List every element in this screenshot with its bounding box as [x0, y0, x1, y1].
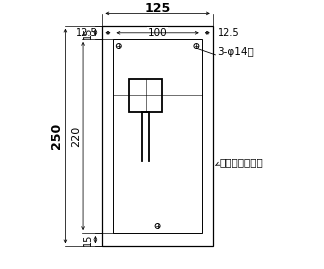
Bar	[113, 39, 202, 233]
Text: 220: 220	[71, 125, 81, 147]
Text: 250: 250	[50, 123, 63, 149]
Text: 125: 125	[145, 2, 171, 16]
Text: 3-φ14穴: 3-φ14穴	[217, 47, 254, 57]
Text: 12.5: 12.5	[218, 28, 239, 38]
Bar	[129, 79, 162, 112]
Text: 15: 15	[83, 26, 93, 38]
Bar	[102, 26, 213, 246]
Text: 15: 15	[83, 233, 93, 246]
Text: 100: 100	[148, 28, 168, 38]
Text: 12.5: 12.5	[76, 28, 98, 38]
Text: ベースプレート: ベースプレート	[220, 157, 263, 168]
